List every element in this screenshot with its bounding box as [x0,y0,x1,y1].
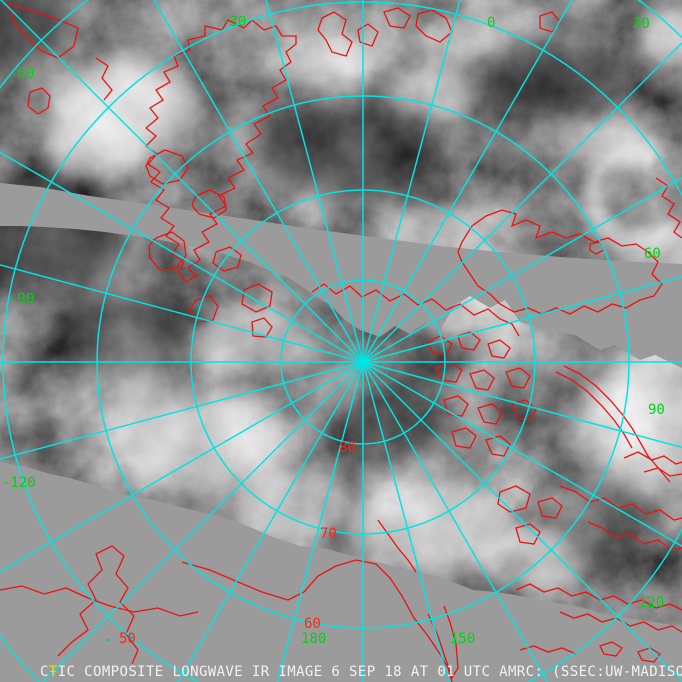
lon-label: -120 [2,475,36,491]
coastline-scandinavia [559,485,682,551]
coastline-siberia-main [181,559,453,682]
status-bar: CŦIC COMPOSITE LONGWAVE IR IMAGE 6 SEP 1… [40,664,682,680]
lat-label: 60 [304,616,321,632]
lon-label: -90 [9,291,34,307]
coastline-boundary-crossing [377,519,417,573]
coastline-right-edge-bits [623,177,682,477]
coastline-new-siberian-islands [497,485,563,545]
status-text: CŦIC COMPOSITE LONGWAVE IR IMAGE 6 SEP 1… [40,664,682,680]
coastline-topleft-corner [6,3,113,115]
coastline-archipelago-cluster [427,331,537,457]
lon-label: - [103,632,111,648]
coastline-novaya-zemlya [555,365,671,483]
coastline-greenland [144,19,297,283]
caption-prefix: C [40,664,49,680]
lat-label: 80 [339,440,356,456]
data-gap-band-upper [0,183,682,368]
graticule-label-layer: -30 0 30 -60 -90 -120 60 90 120 150 180 … [2,14,665,648]
data-gap-region-bottom [0,462,682,682]
longitude-labels: -30 0 30 -60 -90 -120 60 90 120 150 180 … [2,14,665,648]
lon-label: 60 [644,246,661,262]
coastline-layer [0,3,682,682]
lon-label: 180 [301,631,326,647]
cursor-glyph: Ŧ [49,664,58,680]
lon-label: -60 [9,66,34,82]
lat-label: 50 [119,631,136,647]
data-gap-layer [0,183,682,682]
coastline-arctic-coast-on-band [311,283,520,337]
coastline-siberia-gray1 [0,585,199,617]
coastline-iceland [457,209,663,315]
caption-rest: IC COMPOSITE LONGWAVE IR IMAGE 6 SEP 18 … [58,664,682,680]
coastline-kamchatka [427,605,459,680]
lon-label: -30 [221,14,246,30]
lat-label: 70 [320,526,337,542]
lon-label: 120 [639,595,664,611]
lon-label: 150 [450,631,475,647]
latitude-labels: 80 70 60 50 [119,440,356,647]
coastline-chukotka-peninsula [57,545,139,665]
lon-label: 90 [648,402,665,418]
coastline-svalbard-top [317,7,561,57]
lon-label: 0 [487,15,495,31]
lon-label: 30 [633,16,650,32]
